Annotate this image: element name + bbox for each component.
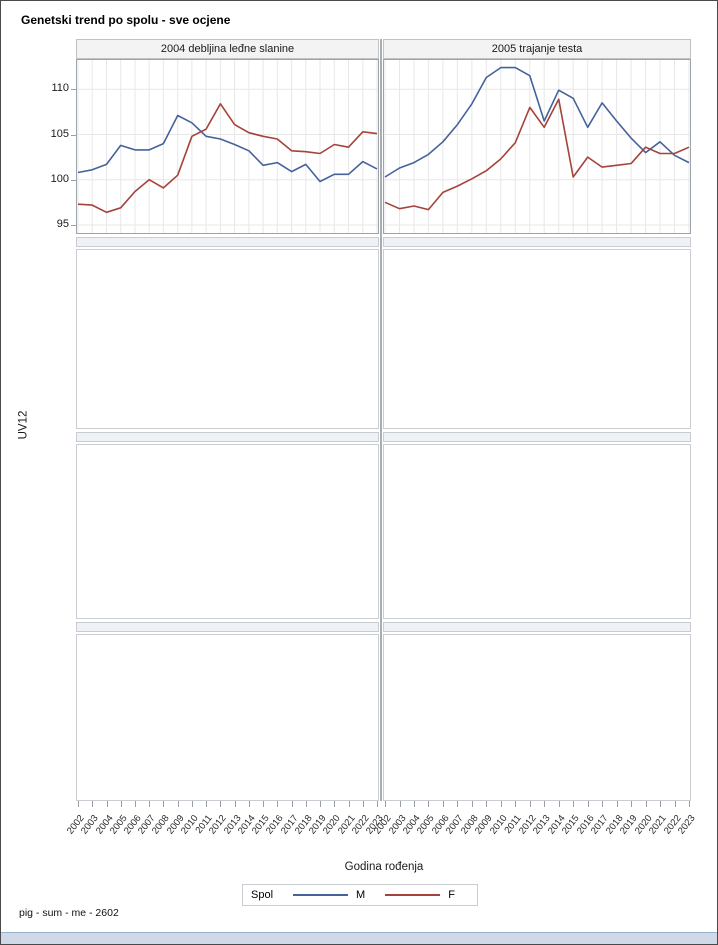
x-tick-mark [377, 801, 378, 807]
y-tick-label: 110 [51, 82, 69, 95]
panel-frame [76, 59, 379, 234]
column-header-right: 2005 trajanje testa [383, 39, 691, 59]
x-tick-mark [442, 801, 444, 807]
empty-panel [76, 444, 379, 619]
x-tick-mark [486, 801, 488, 807]
legend-label-m: M [356, 889, 366, 901]
column-header-left-label: 2004 debljina leđne slanine [160, 43, 295, 55]
x-tick-mark [529, 801, 531, 807]
x-tick-mark [135, 801, 136, 807]
x-tick-mark [248, 801, 250, 807]
row-strip [76, 237, 379, 247]
plot-panel-left [76, 59, 379, 234]
x-tick-mark [573, 801, 575, 807]
x-tick-mark [457, 801, 459, 807]
panel-frame [383, 59, 691, 234]
x-tick-mark [689, 801, 690, 807]
y-tick-mark [71, 224, 76, 226]
x-tick-mark [399, 801, 401, 807]
x-tick-mark [78, 801, 79, 807]
legend-label-f: F [448, 889, 455, 901]
x-tick-mark [234, 801, 236, 807]
y-tick-label: 105 [50, 127, 69, 140]
row-strip [76, 622, 379, 632]
legend-line-f [385, 894, 441, 896]
x-tick-mark [385, 801, 386, 807]
empty-panel [76, 249, 379, 429]
plot-panel-right [383, 59, 691, 234]
series-line-m [77, 114, 378, 183]
x-tick-mark [291, 801, 293, 807]
x-tick-mark [362, 801, 364, 807]
x-tick-mark [106, 801, 108, 807]
column-header-right-label: 2005 trajanje testa [491, 43, 583, 55]
footer-note: pig - sum - me - 2602 [19, 907, 119, 919]
y-tick-mark [71, 89, 76, 91]
x-tick-mark [320, 801, 321, 807]
empty-panel [76, 634, 379, 801]
x-tick-mark [305, 801, 307, 807]
series-line-m [384, 66, 690, 178]
x-tick-mark [334, 801, 336, 807]
x-tick-mark [177, 801, 179, 807]
line-chart [383, 59, 691, 234]
y-tick-mark [71, 179, 76, 181]
row-strip [383, 622, 691, 632]
y-tick-mark [71, 134, 76, 136]
x-tick-mark [500, 801, 502, 807]
column-divider [380, 39, 382, 801]
x-tick-mark [674, 801, 676, 807]
x-tick-mark [120, 801, 122, 807]
chart-title: Genetski trend po spolu - sve ocjene [21, 13, 231, 27]
x-tick-mark [616, 801, 618, 807]
x-tick-mark [348, 801, 350, 807]
x-tick-mark [277, 801, 279, 807]
empty-panel [383, 249, 691, 429]
x-tick-mark [631, 801, 633, 807]
x-tick-mark [515, 801, 517, 807]
column-header-left: 2004 debljina leđne slanine [76, 39, 379, 59]
x-tick-mark [149, 801, 151, 807]
row-strip [383, 237, 691, 247]
empty-panel [383, 444, 691, 619]
x-tick-mark [414, 801, 415, 807]
line-chart [76, 59, 379, 234]
x-tick-mark [645, 801, 647, 807]
series-line-f [77, 102, 378, 214]
x-tick-mark [428, 801, 430, 807]
x-tick-mark [163, 801, 165, 807]
legend-title: Spol [251, 889, 274, 901]
x-tick-mark [544, 801, 546, 807]
bottom-scrollbar-band[interactable] [1, 932, 717, 944]
x-tick-mark [206, 801, 208, 807]
x-tick-mark [191, 801, 193, 807]
row-strip [383, 432, 691, 442]
x-tick-mark [558, 801, 560, 807]
x-tick-mark [220, 801, 222, 807]
x-tick-mark [587, 801, 589, 807]
x-tick-mark [660, 801, 661, 807]
row-strip [76, 432, 379, 442]
y-tick-label: 100 [50, 172, 69, 185]
y-tick-label: 95 [56, 217, 69, 230]
y-axis-title: UV12 [17, 410, 30, 440]
x-tick-mark [92, 801, 94, 807]
legend: Spol M F [242, 884, 478, 906]
x-tick-mark [263, 801, 265, 807]
x-tick-mark [602, 801, 604, 807]
series-line-f [384, 98, 690, 211]
empty-panel [383, 634, 691, 801]
x-tick-mark [471, 801, 473, 807]
legend-line-m [293, 894, 349, 896]
x-axis-title: Godina rođenja [344, 861, 424, 873]
